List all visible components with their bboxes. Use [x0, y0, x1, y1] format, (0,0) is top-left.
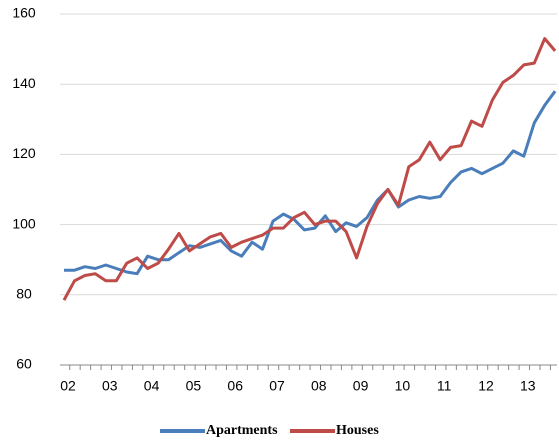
- x-tick-label: 07: [269, 378, 285, 394]
- y-tick-label: 80: [16, 286, 32, 302]
- series-line: [62, 37, 557, 301]
- y-tick-label: 160: [12, 5, 36, 21]
- y-tick-label: 60: [16, 356, 32, 372]
- x-tick-label: 10: [395, 378, 411, 394]
- x-tick-label: 03: [102, 378, 118, 394]
- y-tick-label: 100: [12, 215, 36, 231]
- x-tick-label: 08: [311, 378, 327, 394]
- x-tick-label: 05: [186, 378, 202, 394]
- legend-label: Houses: [336, 423, 379, 438]
- x-tick-label: 09: [353, 378, 369, 394]
- legend-label: Apartments: [206, 423, 278, 438]
- x-tick-label: 02: [60, 378, 76, 394]
- x-tick-label: 11: [437, 378, 452, 394]
- series-line: [64, 90, 557, 276]
- y-tick-label: 120: [12, 145, 36, 161]
- x-tick-label: 06: [227, 378, 243, 394]
- x-tick-label: 12: [478, 378, 494, 394]
- y-tick-label: 140: [12, 75, 36, 91]
- x-tick-label: 04: [144, 378, 160, 394]
- x-tick-label: 13: [520, 378, 536, 394]
